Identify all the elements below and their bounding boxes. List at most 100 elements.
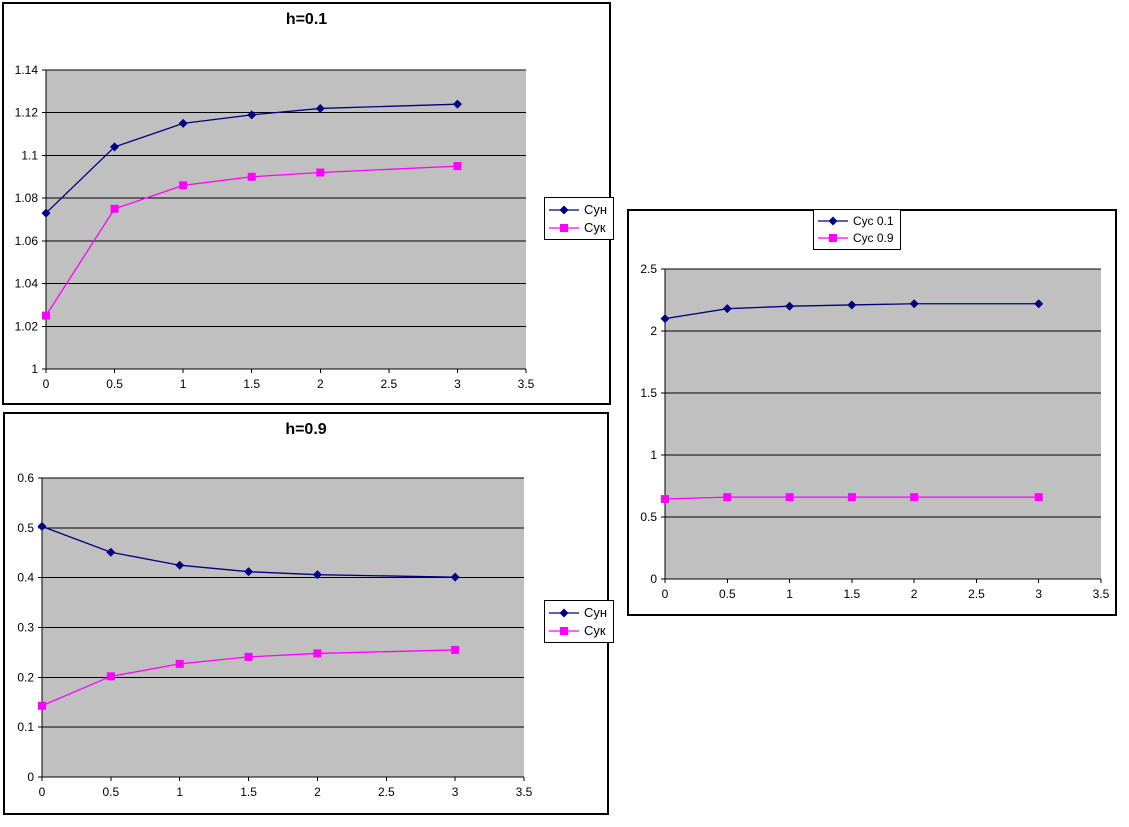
y-tick-label: 0 — [27, 770, 34, 784]
legend-marker-icon — [818, 216, 848, 226]
series-line — [664, 496, 1039, 500]
legend-marker-icon — [549, 223, 579, 232]
x-tick-label: 2.5 — [381, 377, 398, 391]
y-tick-label: 2.5 — [640, 262, 657, 276]
series-marker-square — [244, 652, 253, 661]
chart-title-h01: h=0.1 — [285, 11, 328, 28]
y-tick-label: 0.2 — [17, 670, 34, 684]
legend-row: Сус 0.1 — [818, 214, 894, 228]
plot-svg-h09: 0 0.1 0.2 0.3 0.4 0.5 0.6 0 0.5 1 1.5 2 2.5 3 3.5 — [17, 471, 533, 799]
series-marker-square — [313, 649, 322, 658]
series-line — [41, 525, 456, 578]
series-marker-diamond — [175, 560, 185, 570]
x-tick-label: 1 — [180, 377, 187, 391]
series-marker-square — [247, 172, 256, 181]
series-marker-square — [723, 493, 732, 502]
x-tick-label: 1.5 — [240, 785, 257, 799]
legend-row: Сун — [549, 202, 607, 217]
legend-marker-icon — [549, 608, 579, 617]
y-tick-label: 1.14 — [15, 63, 39, 77]
x-tick-label: 1.5 — [243, 377, 260, 391]
legend-marker — [560, 223, 568, 232]
legend-row: Сук — [549, 623, 607, 638]
legend-h01: Сун Сук — [544, 197, 615, 240]
y-tick-label: 1.12 — [15, 106, 39, 120]
series-marker-diamond — [315, 103, 325, 113]
series-line — [45, 103, 458, 214]
y-tick-label: 1.08 — [15, 191, 39, 205]
series-marker-square — [785, 493, 794, 502]
series-marker-square — [661, 495, 669, 504]
y-tick-label: 0.5 — [17, 521, 34, 535]
series-marker-diamond — [660, 314, 670, 324]
legend-marker — [560, 626, 568, 635]
series-marker-diamond — [452, 99, 462, 109]
x-tick-label: 3 — [454, 377, 461, 391]
series-marker-diamond — [178, 118, 188, 128]
series-marker-square — [910, 493, 919, 502]
series-marker-diamond — [247, 110, 257, 120]
y-tick-label: 0.6 — [17, 471, 34, 485]
series-marker-square — [451, 645, 460, 654]
series-marker-square — [175, 659, 184, 668]
series-marker-square — [847, 493, 856, 502]
y-tick-label: 1.5 — [640, 386, 657, 400]
series-marker-diamond — [1034, 299, 1044, 309]
x-tick-label: 2 — [317, 377, 324, 391]
legend-label: Сук — [584, 623, 606, 638]
legend-marker-icon — [549, 205, 579, 214]
x-tick-label: 3.5 — [516, 785, 533, 799]
y-tick-label: 1.02 — [15, 319, 39, 333]
series-marker-diamond — [909, 299, 919, 309]
series-line — [45, 165, 458, 316]
legend-label: Сук — [584, 220, 606, 235]
legend-label: Сун — [584, 202, 608, 217]
x-tick-label: 0.5 — [719, 587, 736, 601]
x-tick-label: 2 — [911, 587, 918, 601]
series-line — [664, 303, 1039, 320]
x-tick-label: 0.5 — [103, 785, 120, 799]
y-tick-label: 1 — [31, 362, 38, 376]
legend-row: Сук — [549, 220, 607, 235]
series-marker-diamond — [244, 567, 254, 577]
legend-h09: Сун Сук — [544, 600, 615, 643]
x-tick-label: 3 — [1035, 587, 1042, 601]
x-tick-label: 0 — [39, 785, 46, 799]
y-tick-label: 1.1 — [21, 148, 38, 162]
legend-row: Сун — [549, 605, 607, 620]
series-marker-diamond — [450, 572, 460, 582]
chart-h01: h=0.1 1 1.02 1.04 1.06 1.08 1.1 1.12 1.14 0 0.5 1 1… — [2, 2, 615, 405]
x-tick-label: 0.5 — [106, 377, 123, 391]
legend-marker — [559, 608, 569, 617]
x-tick-label: 1 — [786, 587, 793, 601]
series-marker-diamond — [110, 142, 120, 152]
plot-svg-h01: 1 1.02 1.04 1.06 1.08 1.1 1.12 1.14 0 0.5 1 1.5 2 2.5… — [15, 63, 535, 391]
series-marker-diamond — [106, 547, 116, 557]
legend-label: Сус 0.9 — [853, 231, 894, 245]
x-tick-label: 2 — [314, 785, 321, 799]
x-tick-label: 2.5 — [968, 587, 985, 601]
legend-label: Сус 0.1 — [853, 214, 894, 228]
legend-marker-icon — [549, 626, 579, 635]
legend-row: Сус 0.9 — [818, 231, 894, 245]
legend-marker — [559, 205, 569, 214]
x-tick-label: 3 — [452, 785, 459, 799]
plot-background — [665, 269, 1101, 579]
x-tick-label: 0 — [43, 377, 50, 391]
series-marker-diamond — [312, 570, 322, 580]
y-tick-label: 1.04 — [15, 277, 39, 291]
plot-background — [46, 70, 526, 369]
series-marker-diamond — [785, 301, 795, 311]
plot-svg-sus: 0 0.5 1 1.5 2 2.5 0 0.5 1 1.5 2 2.5 3 3.5 — [640, 262, 1109, 601]
x-tick-label: 3.5 — [518, 377, 535, 391]
x-tick-label: 1.5 — [844, 587, 861, 601]
y-tick-label: 0.4 — [17, 571, 34, 585]
x-tick-label: 2.5 — [378, 785, 395, 799]
legend-label: Сун — [584, 605, 608, 620]
series-marker-diamond — [41, 208, 51, 218]
series-marker-square — [453, 162, 462, 171]
y-tick-label: 0.3 — [17, 621, 34, 635]
y-tick-label: 0.5 — [640, 510, 657, 524]
series-marker-square — [316, 168, 325, 177]
